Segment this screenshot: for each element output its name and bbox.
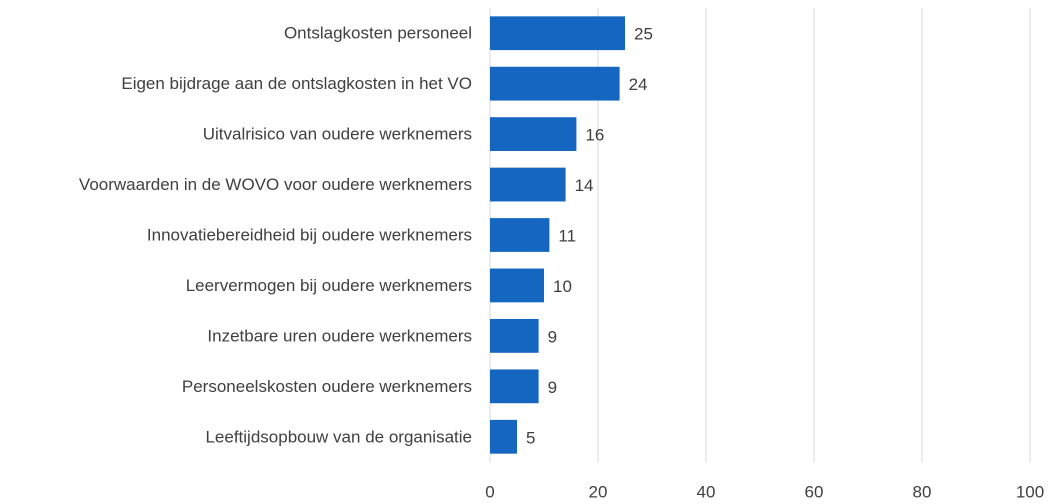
- bar: [490, 419, 517, 454]
- x-tick-label: 20: [589, 482, 608, 501]
- bar: [490, 117, 577, 152]
- data-label: 25: [634, 25, 653, 44]
- bar: [490, 16, 625, 51]
- data-label: 14: [575, 176, 594, 195]
- y-tick-label: Leeftijdsopbouw van de organisatie: [205, 427, 472, 446]
- y-tick-label: Uitvalrisico van oudere werknemers: [203, 125, 472, 144]
- data-label: 9: [548, 378, 557, 397]
- data-label: 10: [553, 277, 572, 296]
- x-tick-label: 40: [697, 482, 716, 501]
- bar: [490, 167, 566, 202]
- x-tick-label: 80: [913, 482, 932, 501]
- data-label: 11: [558, 226, 576, 245]
- y-tick-label: Leervermogen bij oudere werknemers: [186, 276, 472, 295]
- y-tick-label: Innovatiebereidheid bij oudere werknemer…: [147, 225, 472, 244]
- bar: [490, 369, 539, 404]
- x-tick-label: 60: [805, 482, 824, 501]
- bar: [490, 218, 550, 252]
- bar: [490, 268, 544, 303]
- y-tick-label: Eigen bijdrage aan de ontslagkosten in h…: [121, 74, 472, 93]
- data-label: 24: [629, 75, 648, 94]
- bar: [490, 318, 539, 353]
- data-label: 5: [526, 428, 535, 447]
- data-label: 16: [585, 126, 604, 145]
- y-tick-label: Voorwaarden in de WOVO voor oudere werkn…: [79, 175, 472, 194]
- x-tick-label: 0: [485, 482, 494, 501]
- y-tick-label: Inzetbare uren oudere werknemers: [207, 326, 472, 345]
- y-tick-label: Ontslagkosten personeel: [284, 24, 472, 43]
- data-label: 9: [548, 327, 557, 346]
- y-tick-label: Personeelskosten oudere werknemers: [182, 377, 472, 396]
- bar: [490, 66, 620, 101]
- x-tick-label: 100: [1016, 482, 1044, 501]
